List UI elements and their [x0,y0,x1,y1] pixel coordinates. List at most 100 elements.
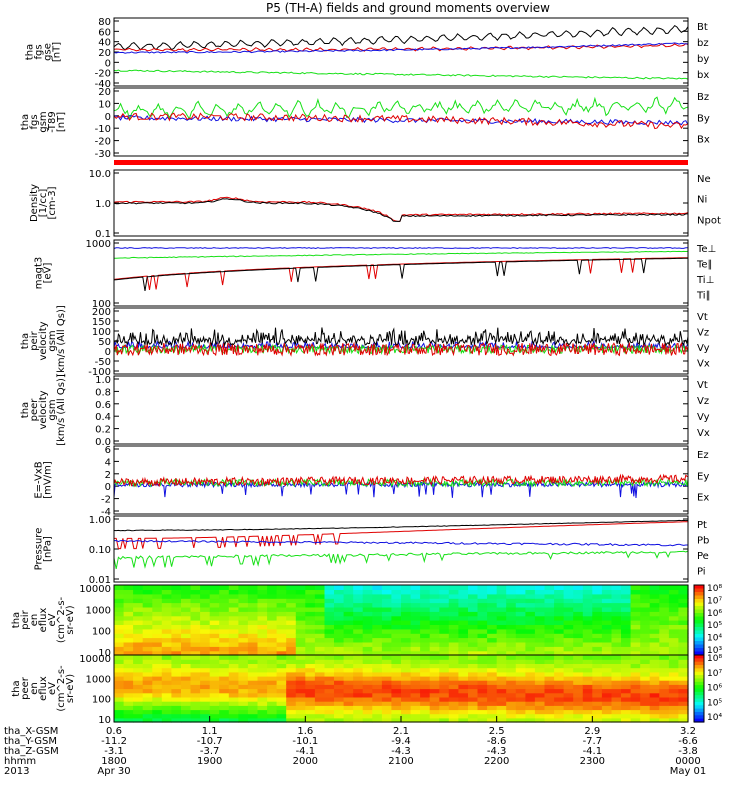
spectrogram-cell [420,589,431,595]
spectrogram-cell [525,589,536,595]
spectrogram-cell [133,615,144,621]
spectrogram-cell [487,671,498,677]
spectrogram-cell [161,624,172,630]
spectrogram-cell [439,646,450,652]
spectrogram-cell [534,675,546,681]
spectrogram-cell [410,602,421,608]
spectrogram-cell [544,589,555,595]
spectrogram-cell [257,701,268,706]
spectrogram-cell [343,602,354,608]
spectrogram-cell [678,593,689,599]
panels-group: thafgsgse[nT]806040200-20-40Btbzbybxthaf… [11,17,722,726]
spectrogram-cell [621,692,632,698]
spectrogram-cell [381,628,393,634]
spectrogram-cell [372,713,383,719]
spectrogram-cell [534,684,546,690]
spectrogram-cell [410,692,421,698]
spectrogram-cell [295,713,306,719]
spectrogram-cell [123,701,134,706]
spectrogram-cell [611,637,622,643]
spectrogram-cell [314,709,326,715]
x-tick-z: -3.8 [678,746,698,757]
spectrogram-cell [582,628,593,634]
spectrogram-cell [267,598,278,604]
spectrogram-cell [506,655,517,660]
spectrogram-cell [601,709,613,715]
spectrogram-cell [487,717,498,723]
spectrogram-cell [133,659,144,664]
spectrogram-cell [582,696,593,702]
spectrogram-cell [515,633,526,639]
spectrogram-cell [238,655,249,660]
spectrogram-cell [525,598,536,604]
spectrogram-cell [228,655,239,660]
spectrogram-cell [228,680,239,685]
spectrogram-cell [343,593,354,599]
spectrogram-cell [314,620,326,625]
spectrogram-cell [181,650,192,656]
spectrogram-cell [668,637,680,643]
spectrogram-cell [668,650,680,656]
spectrogram-cell [276,667,287,673]
spectrogram-cell [573,663,584,669]
spectrogram-cell [324,637,335,643]
y-tick-label: 1.0 [95,375,111,386]
spectrogram-cell [391,633,402,639]
legend-Vt: Vt [697,312,708,323]
y-tick-label: 10000 [79,584,111,595]
spectrogram-cell [477,709,488,715]
spectrogram-cell [171,680,182,685]
spectrogram-cell [362,650,373,656]
spectrogram-cell [410,696,421,702]
spectrogram-cell [238,709,249,715]
spectrogram-cell [123,589,134,595]
spectrogram-cell [401,684,412,690]
spectrogram-cell [362,713,373,719]
spectrogram-cell [678,709,689,715]
spectrogram-cell [573,675,584,681]
spectrogram-cell [247,713,259,719]
spectrogram-cell [487,650,498,656]
spectrogram-cell [401,611,412,617]
spectrogram-cell [544,667,555,673]
spectrogram-cell [314,611,326,617]
x-tick-y: -10.7 [197,736,223,747]
spectrogram-cell [286,624,297,630]
spectrogram-cell [372,701,383,706]
spectrogram-cell [142,589,153,595]
spectrogram-cell [324,717,335,723]
spectrogram-cell [381,680,393,685]
spectrogram-cell [123,650,134,656]
panel-ylabel: eV [47,682,58,695]
spectrogram-cell [496,646,507,652]
spectrogram-cell [257,641,268,647]
panel-peir_spec: thapeirenefluxeV(cm^2-s-sr-eV)1000010001… [11,584,722,659]
spectrogram-cell [630,646,641,652]
spectrogram-cell [190,637,201,643]
spectrogram-cell [391,598,402,604]
x-row-label: tha_X-GSM [4,726,58,737]
spectrogram-cell [267,709,278,715]
spectrogram-cell [563,650,574,656]
spectrogram-cell [142,637,153,643]
colorbar-segment [694,701,704,706]
spectrogram-cell [477,602,488,608]
spectrogram-cell [219,624,230,630]
spectrogram-cell [468,667,479,673]
spectrogram-cell [420,717,431,723]
spectrogram-cell [649,637,660,643]
spectrogram-cell [286,633,297,639]
colorbar-segment [694,623,704,628]
y-tick-label: 1000 [86,239,111,250]
spectrogram-cell [592,589,603,595]
spectrogram-cell [659,646,670,652]
spectrogram-cell [171,585,182,590]
spectrogram-cell [190,606,201,612]
spectrogram-cell [649,659,660,664]
spectrogram-cell [181,593,192,599]
colorbar-segment [694,585,704,590]
series-Pi [113,539,688,547]
panel-ylabel: [1/cc] [38,189,49,218]
spectrogram-cell [161,667,172,673]
